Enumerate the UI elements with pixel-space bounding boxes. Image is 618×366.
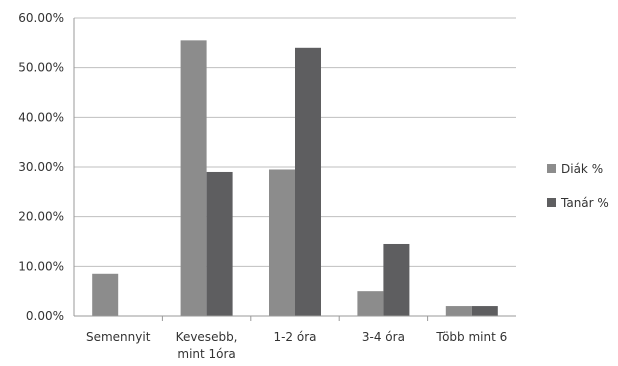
- y-tick-labels: 0.00% 10.00% 20.00% 30.00% 40.00% 50.00% 60.00…: [18, 11, 64, 323]
- bar-diak-0: [92, 273, 119, 316]
- bar-diak-3: [357, 291, 384, 316]
- y-tick-label: 60.00%: [18, 11, 64, 25]
- x-category-label: Kevesebb,: [176, 330, 238, 344]
- bar-tanar-3: [383, 243, 410, 316]
- axes: [73, 18, 516, 321]
- x-category-label: 1-2 óra: [273, 330, 316, 344]
- legend-swatch: [547, 164, 556, 173]
- x-category-label: Semennyit: [86, 330, 151, 344]
- y-tick-label: 10.00%: [18, 259, 64, 273]
- bar-diak-4: [445, 306, 472, 316]
- y-tick-label: 50.00%: [18, 61, 64, 75]
- y-tick-label: 0.00%: [26, 309, 64, 323]
- legend-label: Diák %: [561, 162, 603, 176]
- legend-label: Tanár %: [560, 196, 609, 210]
- bar-tanar-2: [295, 47, 321, 317]
- legend: Diák % Tanár %: [547, 162, 609, 210]
- y-tick-label: 30.00%: [18, 160, 64, 174]
- x-category-labels: Semennyit Kevesebb, mint 1óra 1-2 óra 3-4 ór…: [86, 330, 507, 361]
- x-category-label: 3-4 óra: [362, 330, 405, 344]
- y-tick-label: 20.00%: [18, 210, 64, 224]
- bars: [92, 40, 498, 317]
- bar-diak-2: [269, 169, 295, 316]
- y-tick-label: 40.00%: [18, 110, 64, 124]
- bar-tanar-4: [471, 306, 498, 316]
- x-category-label: mint 1óra: [177, 347, 235, 361]
- legend-swatch: [547, 198, 556, 207]
- x-category-label: Több mint 6: [435, 330, 507, 344]
- bar-diak-1: [180, 40, 207, 316]
- bar-tanar-1: [206, 171, 233, 316]
